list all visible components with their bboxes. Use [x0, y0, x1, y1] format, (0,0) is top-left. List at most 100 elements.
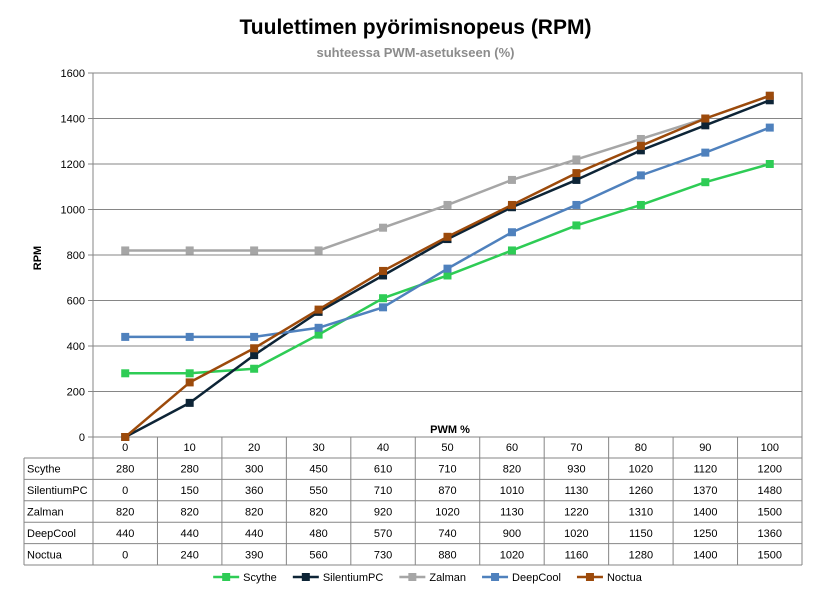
data-point: [250, 351, 259, 360]
y-tick-label: 1600: [61, 68, 85, 80]
table-cell: 1020: [500, 549, 524, 561]
table-cell: 570: [374, 528, 392, 540]
data-point: [572, 200, 581, 209]
table-cell: 1160: [565, 549, 589, 561]
table-cell: 820: [181, 507, 199, 519]
table-cell: 1400: [693, 549, 717, 561]
legend-label: DeepCool: [512, 572, 561, 584]
data-point: [121, 369, 130, 378]
table-cell: 1310: [629, 507, 653, 519]
table-row-label: SilentiumPC: [27, 485, 88, 497]
chart-subtitle: suhteessa PWM-asetukseen (%): [316, 45, 515, 60]
y-tick-label: 1000: [61, 205, 85, 217]
data-point: [185, 246, 194, 255]
data-point: [765, 96, 774, 105]
table-cell: 1020: [564, 528, 588, 540]
table-cell: 300: [245, 464, 263, 476]
legend-label: Noctua: [607, 572, 643, 584]
data-point: [314, 305, 323, 314]
x-tick-label: 40: [377, 442, 389, 454]
table-cell: 560: [309, 549, 327, 561]
data-point: [765, 160, 774, 168]
table-cell: 1250: [693, 528, 717, 540]
y-tick-label: 600: [67, 296, 85, 308]
table-cell: 450: [309, 464, 327, 476]
table-cell: 550: [309, 485, 327, 497]
data-point: [636, 146, 645, 155]
data-point: [572, 175, 581, 184]
data-point: [765, 91, 774, 100]
y-tick-label: 200: [67, 387, 85, 399]
table-row-label: DeepCool: [27, 528, 76, 540]
chart-title: Tuulettimen pyörimisnopeus (RPM): [239, 16, 592, 39]
table-cell: 880: [438, 549, 456, 561]
data-point: [443, 264, 452, 273]
table-cell: 710: [438, 464, 456, 476]
data-point: [507, 175, 516, 184]
table-cell: 1280: [629, 549, 653, 561]
table-cell: 1370: [693, 485, 717, 497]
legend-swatch-marker: [408, 573, 417, 581]
table-cell: 280: [181, 464, 199, 476]
table-cell: 440: [245, 528, 263, 540]
table-cell: 1120: [693, 464, 717, 476]
data-point: [443, 200, 452, 209]
x-tick-label: 10: [184, 442, 196, 454]
table-row-label: Zalman: [27, 507, 64, 519]
data-point: [379, 266, 388, 275]
legend-swatch-marker: [222, 573, 231, 581]
table-cell: 710: [374, 485, 392, 497]
table-cell: 1500: [758, 549, 782, 561]
data-point: [443, 271, 452, 280]
data-point: [379, 294, 388, 303]
legend-label: Scythe: [243, 572, 277, 584]
data-point: [379, 271, 388, 280]
table-cell: 1130: [500, 507, 524, 519]
table-cell: 440: [116, 528, 134, 540]
x-tick-label: 80: [635, 442, 647, 454]
x-tick-label: 60: [506, 442, 518, 454]
data-point: [636, 141, 645, 150]
legend-swatch-marker: [301, 573, 310, 581]
table-cell: 360: [245, 485, 263, 497]
data-point: [121, 332, 130, 341]
table-row-label: Scythe: [27, 464, 61, 476]
table-cell: 1260: [629, 485, 653, 497]
legend: Scythe SilentiumPC Zalman DeepCool Noctua: [213, 572, 643, 584]
table-row-label: Noctua: [27, 549, 63, 561]
table-cell: 1200: [758, 464, 782, 476]
table-cell: 1150: [629, 528, 653, 540]
data-point: [250, 344, 259, 353]
table-cell: 1220: [564, 507, 588, 519]
table-cell: 1360: [758, 528, 782, 540]
table-cell: 1020: [435, 507, 459, 519]
x-tick-label: 30: [312, 442, 324, 454]
data-point: [701, 178, 710, 187]
table-cell: 610: [374, 464, 392, 476]
data-point: [507, 200, 516, 209]
data-point: [121, 246, 130, 255]
y-tick-label: 0: [79, 432, 85, 444]
table-cell: 0: [122, 549, 128, 561]
y-tick-label: 1200: [61, 159, 85, 171]
data-point: [572, 221, 581, 230]
data-point: [379, 223, 388, 232]
table-cell: 820: [245, 507, 263, 519]
table-cell: 1010: [500, 485, 524, 497]
data-point: [507, 228, 516, 237]
data-point: [185, 332, 194, 341]
data-point: [250, 364, 259, 373]
data-point: [443, 232, 452, 241]
table-cell: 920: [374, 507, 392, 519]
data-point: [636, 134, 645, 143]
y-tick-label: 1400: [61, 114, 85, 126]
data-point: [314, 246, 323, 255]
series-lines: [121, 91, 774, 441]
legend-label: Zalman: [429, 572, 466, 584]
table-cell: 820: [503, 464, 521, 476]
table-cell: 870: [438, 485, 456, 497]
data-point: [701, 114, 710, 123]
x-tick-label: 90: [699, 442, 711, 454]
table-cell: 440: [181, 528, 199, 540]
